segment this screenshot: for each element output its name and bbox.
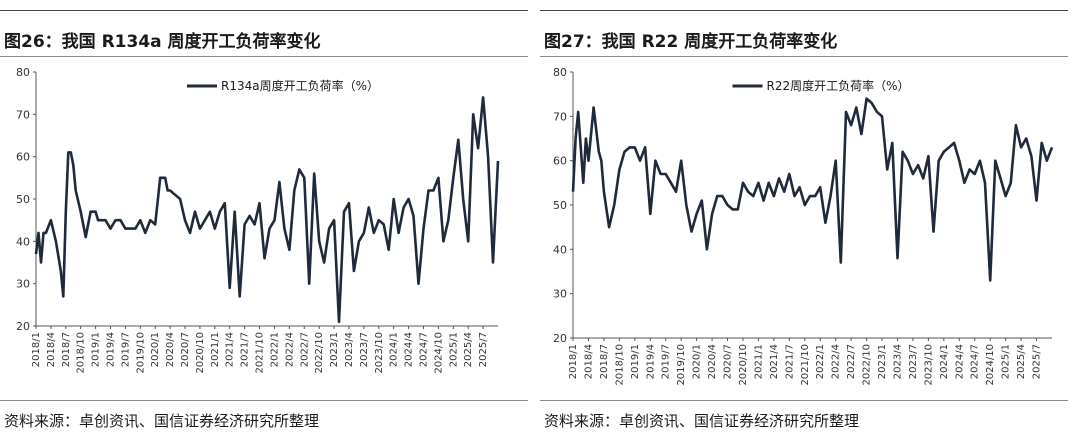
figure-title: 图27：我国 R22 周度开工负荷率变化 [544, 32, 838, 52]
figure-source: 资料来源：卓创资讯、国信证券经济研究所整理 [4, 412, 320, 430]
x-tick-label: 2021/1 [753, 344, 764, 379]
x-tick-label: 2025/7 [478, 332, 489, 367]
x-tick-label: 2024/7 [970, 344, 981, 379]
r134a-line-chart: 20 30 40 50 60 70 80 2018/1 2018/4 2018/7 2018/10 2… [16, 66, 500, 374]
x-tick-label: 2021/1 [210, 332, 221, 367]
x-tick-label: 2022/7 [846, 344, 857, 379]
x-tick-label: 2024/10 [433, 332, 444, 374]
y-tick-label: 80 [16, 66, 30, 79]
y-tick-label: 70 [553, 110, 567, 123]
x-tick-label: 2023/7 [908, 344, 919, 379]
x-tick-label: 2024/4 [404, 332, 415, 367]
x-tick-label: 2023/4 [892, 344, 903, 379]
x-tick-label: 2024/10 [985, 344, 996, 386]
x-tick-label: 2023/10 [374, 332, 385, 374]
x-tick-label: 2018/7 [61, 332, 72, 367]
x-tick-label: 2023/1 [329, 332, 340, 367]
x-tick-label: 2020/7 [723, 344, 734, 379]
x-tick-label: 2022/1 [269, 332, 280, 367]
x-tick-label: 2019/4 [645, 344, 656, 379]
x-tick-label: 2019/1 [91, 332, 102, 367]
y-tick-label: 50 [16, 193, 30, 206]
y-tick-label: 30 [16, 278, 30, 291]
x-tick-label: 2021/7 [784, 344, 795, 379]
title-divider [0, 56, 528, 57]
y-tick-label: 80 [553, 66, 567, 79]
x-tick-label: 2019/4 [106, 332, 117, 367]
y-tick-label: 60 [16, 151, 30, 164]
x-tick-label: 2022/1 [815, 344, 826, 379]
y-tick-label: 40 [553, 243, 567, 256]
x-tick-label: 2018/4 [46, 332, 57, 367]
x-tick-label: 2025/1 [1001, 344, 1012, 379]
x-tick-label: 2020/10 [738, 344, 749, 386]
x-tick-label: 2020/1 [150, 332, 161, 367]
x-tick-label: 2020/10 [195, 332, 206, 374]
x-tick-label: 2025/4 [463, 332, 474, 367]
x-tick-label: 2020/4 [707, 344, 718, 379]
x-tick-label: 2024/1 [939, 344, 950, 379]
r22-line-chart: 20 30 40 50 60 70 80 2018/1 2018/4 2018/7 2018/10 2… [553, 66, 1054, 386]
x-tick-label: 2020/4 [165, 332, 176, 367]
figure-title: 图26：我国 R134a 周度开工负荷率变化 [4, 32, 321, 52]
y-tick-label: 20 [16, 320, 30, 333]
x-tick-label: 2020/1 [692, 344, 703, 379]
legend-label: R134a周度开工负荷率（%） [221, 78, 379, 93]
x-tick-label: 2021/4 [769, 344, 780, 379]
x-tick-label: 2018/1 [568, 344, 579, 379]
x-tick-label: 2024/1 [389, 332, 400, 367]
top-divider [0, 10, 528, 11]
x-tick-label: 2025/4 [1016, 344, 1027, 379]
x-tick-label: 2022/7 [299, 332, 310, 367]
x-tick-label: 2021/4 [225, 332, 236, 367]
y-tick-label: 70 [16, 108, 30, 121]
x-tick-label: 2019/1 [630, 344, 641, 379]
x-tick-label: 2022/10 [862, 344, 873, 386]
source-divider [540, 400, 1068, 401]
y-tick-label: 60 [553, 155, 567, 168]
title-divider [540, 56, 1068, 57]
x-tick-label: 2021/10 [255, 332, 266, 374]
legend-label: R22周度开工负荷率（%） [767, 78, 910, 93]
x-tick-label: 2022/4 [284, 332, 295, 367]
x-tick-label: 2023/7 [359, 332, 370, 367]
figure-panel-r22: 图27：我国 R22 周度开工负荷率变化 20 30 40 50 60 70 80 2018/… [540, 0, 1068, 438]
x-tick-label: 2019/7 [120, 332, 131, 367]
x-tick-label: 2022/4 [831, 344, 842, 379]
x-tick-label: 2018/10 [76, 332, 87, 374]
figure-panel-r134a: 图26：我国 R134a 周度开工负荷率变化 20 30 40 50 60 70 80 201… [0, 0, 528, 438]
y-tick-label: 20 [553, 332, 567, 345]
y-tick-label: 50 [553, 199, 567, 212]
x-tick-label: 2025/7 [1032, 344, 1043, 379]
x-tick-label: 2018/4 [583, 344, 594, 379]
y-tick-label: 30 [553, 288, 567, 301]
x-tick-label: 2024/7 [418, 332, 429, 367]
source-divider [0, 400, 528, 401]
series-line [34, 96, 500, 324]
x-tick-label: 2024/4 [954, 344, 965, 379]
x-tick-label: 2018/10 [614, 344, 625, 386]
x-tick-label: 2022/10 [314, 332, 325, 374]
x-tick-label: 2021/7 [240, 332, 251, 367]
x-tick-label: 2020/7 [180, 332, 191, 367]
x-tick-label: 2023/1 [877, 344, 888, 379]
x-tick-label: 2023/10 [923, 344, 934, 386]
x-tick-label: 2021/10 [800, 344, 811, 386]
x-tick-label: 2025/1 [448, 332, 459, 367]
x-tick-label: 2019/10 [676, 344, 687, 386]
x-tick-label: 2018/7 [599, 344, 610, 379]
top-divider [540, 10, 1068, 11]
x-tick-label: 2019/10 [135, 332, 146, 374]
x-tick-label: 2018/1 [31, 332, 42, 367]
x-tick-label: 2019/7 [661, 344, 672, 379]
x-tick-label: 2023/4 [344, 332, 355, 367]
figure-source: 资料来源：卓创资讯、国信证券经济研究所整理 [544, 412, 860, 430]
y-tick-label: 40 [16, 235, 30, 248]
series-line [571, 97, 1054, 282]
